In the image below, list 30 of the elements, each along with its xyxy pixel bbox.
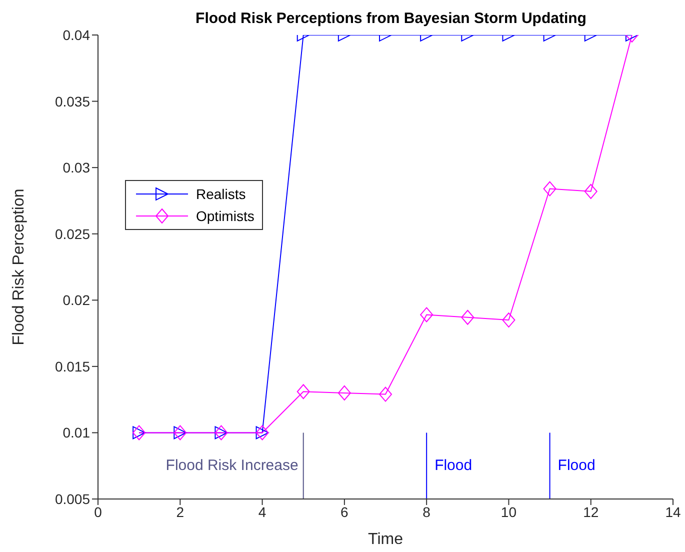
x-tick-label: 10	[500, 504, 517, 520]
x-tick-label: 8	[422, 504, 431, 520]
point	[379, 386, 392, 402]
annotation: Flood Risk Increase	[166, 456, 298, 474]
point	[461, 310, 474, 325]
y-tick-label: 0.035	[54, 93, 90, 110]
x-tick-label: 6	[340, 504, 349, 520]
x-axis-title: Time	[368, 531, 404, 548]
legend-label: Realists	[196, 186, 246, 202]
x-tick-label: 0	[94, 504, 102, 520]
annotation: Flood	[434, 456, 472, 474]
y-axis-title: Flood Risk Perception	[10, 188, 28, 346]
y-tick-label: 0.04	[62, 26, 90, 43]
point	[502, 312, 516, 328]
y-tick-label: 0.005	[54, 490, 90, 507]
point	[420, 307, 434, 322]
y-tick-label: 0.025	[54, 226, 90, 242]
y-tick-label: 0.03	[62, 160, 90, 176]
x-tick-label: 14	[665, 504, 681, 520]
x-tick-label: 2	[176, 504, 184, 520]
annotation: Flood	[558, 456, 596, 474]
point	[296, 384, 310, 400]
point	[338, 385, 351, 400]
x-tick-label: 4	[258, 504, 266, 520]
y-tick-label: 0.01	[62, 424, 90, 441]
y-tick-label: 0.015	[54, 358, 90, 374]
y-tick-label: 0.02	[62, 292, 90, 308]
legend-label: Optimists	[196, 208, 254, 224]
x-tick-label: 12	[583, 504, 599, 520]
chart-title: Flood Risk Perceptions from Bayesian Storm Updating	[194, 10, 588, 27]
